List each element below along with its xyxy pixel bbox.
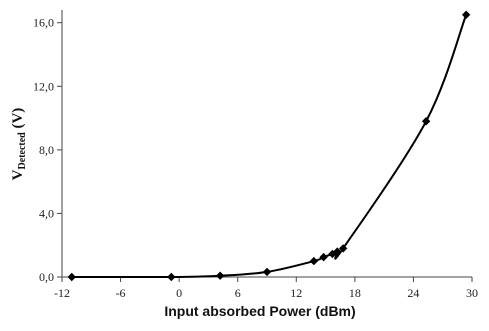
x-tick-label: 24 <box>407 286 419 300</box>
y-tick-label: 12,0 <box>33 79 54 93</box>
y-axis-title-unit: (V) <box>10 108 26 133</box>
data-point-marker <box>67 272 76 282</box>
x-ticks: -12 -6 0 6 12 18 24 30 <box>54 277 478 300</box>
x-tick-label: 6 <box>235 286 241 300</box>
x-tick-label: 0 <box>176 286 182 300</box>
series-markers <box>67 10 471 282</box>
x-axis-title: Input absorbed Power (dBm) <box>164 303 355 319</box>
x-tick-label: -12 <box>54 286 70 300</box>
data-point-marker <box>461 10 471 19</box>
y-tick-label: 4,0 <box>39 206 54 220</box>
data-point-marker <box>338 244 348 253</box>
axes <box>61 10 472 278</box>
data-point-marker <box>167 272 176 282</box>
x-tick-label: 18 <box>349 286 361 300</box>
x-tick-label: -6 <box>116 286 126 300</box>
data-point-marker <box>262 267 272 277</box>
y-tick-label: 8,0 <box>39 143 54 157</box>
data-point-marker <box>333 247 342 256</box>
data-point-marker <box>309 256 319 266</box>
y-axis-title: VDetected (V) <box>10 108 28 181</box>
y-axis-title-main: V <box>10 169 26 180</box>
y-ticks: 0,0 4,0 8,0 12,0 16,0 <box>33 16 62 284</box>
x-tick-label: 12 <box>290 286 302 300</box>
y-tick-label: 16,0 <box>33 16 54 30</box>
x-tick-label: 30 <box>466 286 478 300</box>
data-point-marker <box>421 117 431 126</box>
y-tick-label: 0,0 <box>39 270 54 284</box>
data-point-marker <box>215 271 225 280</box>
series-line <box>71 14 468 279</box>
y-axis-title-sub: Detected <box>17 132 28 170</box>
data-point-marker <box>319 252 328 262</box>
